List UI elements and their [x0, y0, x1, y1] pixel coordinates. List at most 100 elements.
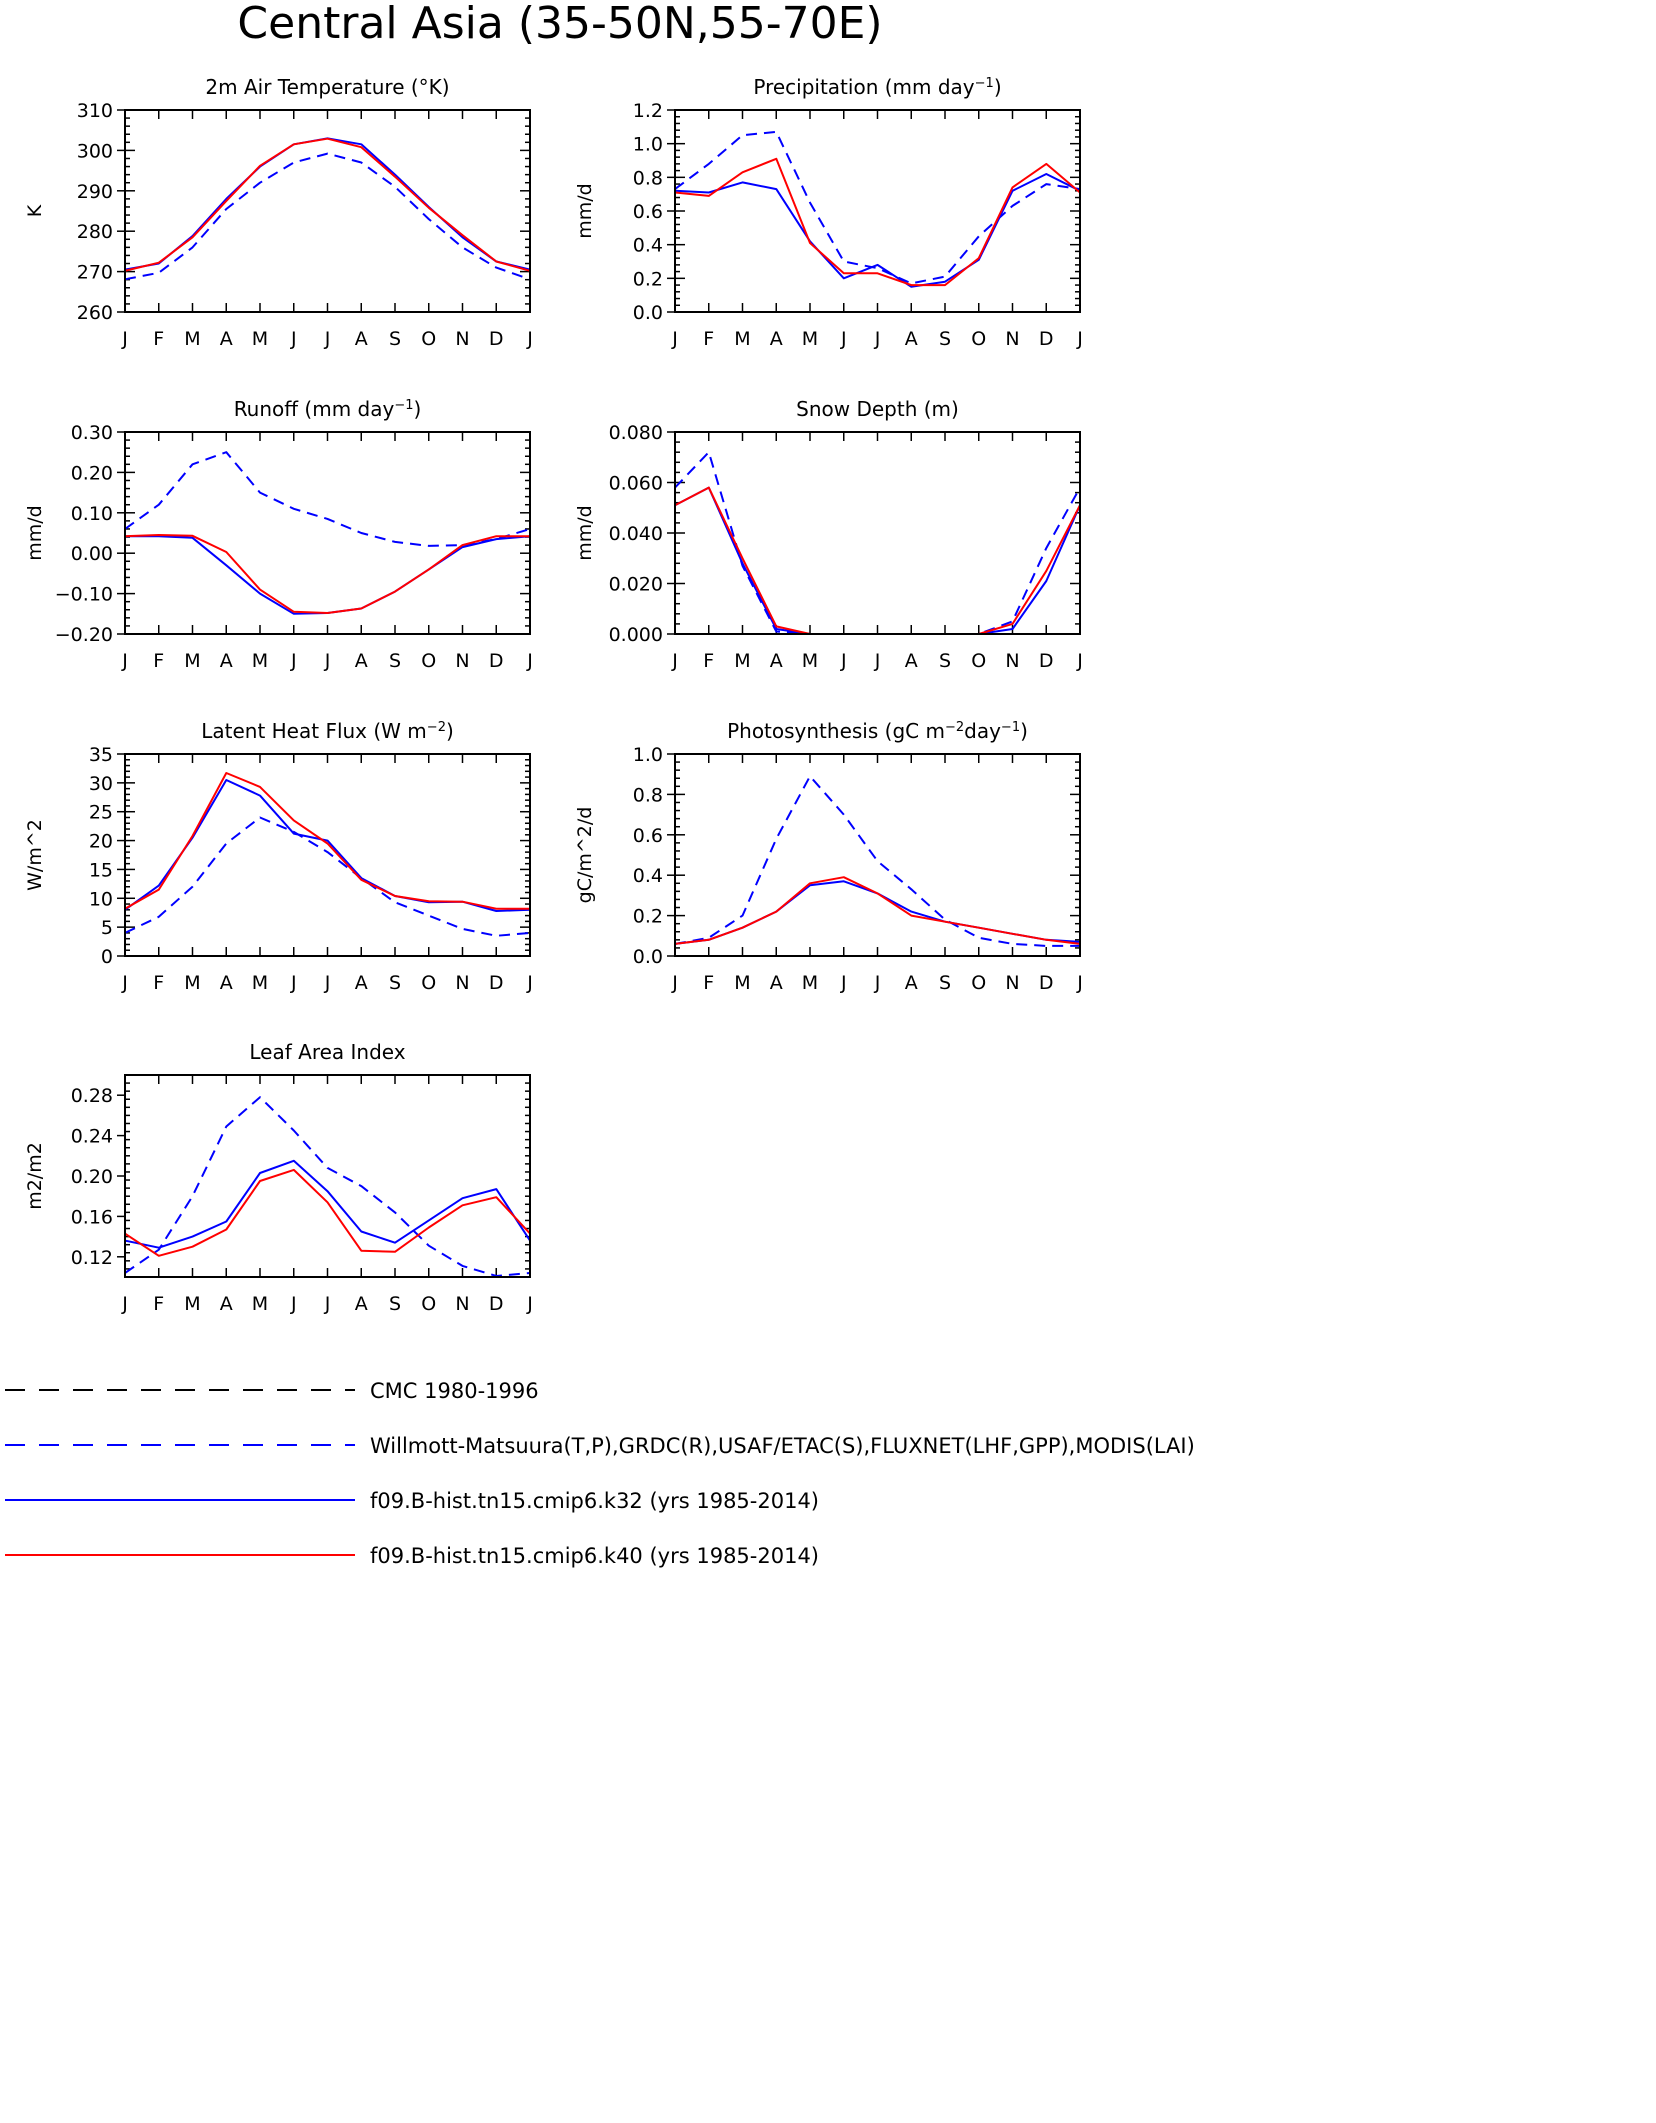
x-tick-label: D — [489, 972, 504, 994]
x-tick-label: J — [671, 650, 678, 672]
chart-panel-4: Snow Depth (m)mm/dJ F M A M J J A S O N D J0.0000.02… — [574, 397, 1083, 672]
x-tick-label: A — [220, 650, 233, 672]
series-line-2 — [124, 1159, 531, 1249]
series-line-1 — [674, 775, 1080, 947]
x-tick-label: A — [770, 972, 783, 994]
panel-title: Photosynthesis (gC m−2day−1) — [727, 719, 1028, 743]
x-tick-label: O — [971, 650, 986, 672]
x-tick-label: D — [489, 1293, 504, 1315]
y-axis-label: gC/m^2/d — [574, 807, 596, 904]
plot-frame — [674, 109, 1081, 313]
series-line-1 — [124, 152, 531, 281]
y-tick-label: 0.16 — [71, 1206, 113, 1228]
series-line-1 — [124, 816, 531, 937]
y-tick-label: 280 — [77, 221, 113, 243]
y-tick-label: 0.8 — [633, 167, 663, 189]
x-tick-label: A — [220, 972, 233, 994]
y-tick-label: 270 — [77, 262, 113, 284]
x-tick-label: S — [939, 328, 951, 350]
x-tick-label: J — [290, 650, 297, 672]
x-tick-label: S — [939, 972, 951, 994]
x-tick-label: J — [1076, 972, 1083, 994]
x-tick-label: A — [355, 1293, 368, 1315]
x-tick-label: M — [184, 328, 200, 350]
y-tick-label: 1.0 — [633, 134, 663, 156]
x-tick-label: J — [290, 328, 297, 350]
legend-label-k32: f09.B-hist.tn15.cmip6.k32 (yrs 1985-2014… — [370, 1489, 819, 1513]
x-tick-label: D — [1039, 972, 1054, 994]
panel-title: Precipitation (mm day−1) — [753, 75, 1001, 99]
x-tick-label: O — [421, 972, 436, 994]
x-tick-label: D — [1039, 328, 1054, 350]
x-tick-label: M — [252, 1293, 268, 1315]
x-tick-label: F — [703, 650, 714, 672]
series-line-3 — [124, 534, 530, 614]
y-tick-label: 25 — [89, 802, 113, 824]
y-tick-label: 1.0 — [633, 744, 663, 766]
x-tick-label: M — [802, 328, 818, 350]
legend-label-obs: Willmott-Matsuura(T,P),GRDC(R),USAF/ETAC… — [370, 1434, 1195, 1458]
x-tick-label: F — [153, 972, 164, 994]
series-line-2 — [125, 535, 531, 615]
x-tick-label: J — [526, 1293, 533, 1315]
x-tick-label: M — [252, 650, 268, 672]
x-tick-label: M — [252, 972, 268, 994]
x-tick-label: M — [184, 650, 200, 672]
x-tick-label: J — [121, 1293, 128, 1315]
series-line-4 — [674, 486, 1081, 635]
x-tick-label: S — [389, 972, 401, 994]
x-tick-label: F — [153, 1293, 164, 1315]
x-tick-label: N — [455, 972, 469, 994]
chart-panel-1: 2m Air Temperature (°K)KJ F M A M J J A S O N D J260… — [24, 75, 533, 350]
y-tick-label: 0.060 — [609, 473, 663, 495]
legend-label-cmc: CMC 1980-1996 — [370, 1379, 539, 1403]
x-tick-label: J — [874, 972, 881, 994]
x-tick-label: S — [389, 328, 401, 350]
panel-title: Runoff (mm day−1) — [234, 397, 422, 421]
y-tick-label: 0.30 — [71, 422, 113, 444]
y-tick-label: 1.2 — [633, 100, 663, 122]
x-tick-label: O — [421, 650, 436, 672]
y-tick-label: 0.4 — [633, 865, 663, 887]
y-tick-label: 0.20 — [71, 1166, 113, 1188]
x-tick-label: S — [389, 650, 401, 672]
x-tick-label: M — [734, 972, 750, 994]
x-tick-label: F — [153, 650, 164, 672]
y-tick-label: 0.12 — [71, 1247, 113, 1269]
x-tick-label: N — [1005, 328, 1019, 350]
series-line-3 — [674, 876, 1081, 945]
x-tick-label: A — [355, 650, 368, 672]
y-axis-label: m2/m2 — [24, 1142, 46, 1210]
x-tick-label: J — [1076, 328, 1083, 350]
x-tick-label: J — [526, 650, 533, 672]
series-line-2 — [674, 173, 1081, 288]
series-line-1 — [124, 1096, 531, 1277]
y-tick-label: 0.00 — [71, 543, 113, 565]
y-tick-label: 0.10 — [71, 503, 113, 525]
y-tick-label: 10 — [89, 888, 113, 910]
x-tick-label: N — [1005, 972, 1019, 994]
series-line-2 — [124, 137, 531, 271]
chart-panel-5: Latent Heat Flux (W m−2)W/m^2J F M A M J J A S O N… — [24, 719, 533, 994]
y-tick-label: −0.20 — [55, 624, 113, 646]
y-tick-label: 5 — [101, 917, 113, 939]
figure: Central Asia (35-50N,55-70E) 2m Air Temp… — [5, 0, 1195, 1568]
x-tick-label: S — [939, 650, 951, 672]
x-tick-label: N — [455, 1293, 469, 1315]
x-tick-label: J — [121, 328, 128, 350]
x-tick-label: O — [421, 328, 436, 350]
y-tick-label: 30 — [89, 773, 113, 795]
x-tick-label: J — [840, 328, 847, 350]
figure-title: Central Asia (35-50N,55-70E) — [237, 0, 882, 49]
plot-frame — [674, 431, 1081, 635]
y-tick-label: 0.6 — [633, 825, 663, 847]
x-tick-label: J — [840, 650, 847, 672]
panel-title: 2m Air Temperature (°K) — [205, 75, 449, 99]
y-axis-label: K — [24, 204, 46, 217]
x-tick-label: J — [324, 1293, 331, 1315]
y-tick-label: 20 — [89, 831, 113, 853]
legend-label-k40: f09.B-hist.tn15.cmip6.k40 (yrs 1985-2014… — [370, 1544, 819, 1568]
series-line-1 — [674, 130, 1081, 285]
x-tick-label: M — [734, 328, 750, 350]
